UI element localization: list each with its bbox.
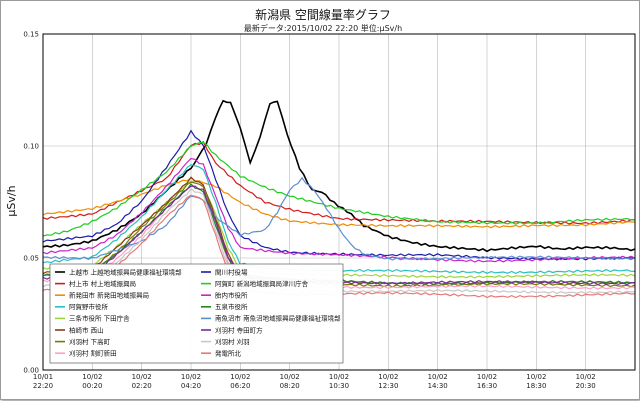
legend-label: 上越市 上越地域振興局健康福祉環境部 — [69, 267, 182, 276]
grid — [42, 33, 635, 371]
x-tick-date: 10/02 — [526, 373, 546, 381]
legend-label: 刈羽村 刈羽 — [215, 337, 250, 346]
x-tick-time: 10:30 — [329, 382, 349, 390]
legend-label: 柏崎市 西山 — [69, 325, 104, 334]
legend-label: 新発田市 新発田地域振興局 — [69, 291, 149, 300]
x-tick-date: 10/02 — [477, 373, 497, 381]
x-tick-time: 12:30 — [378, 382, 398, 390]
y-tick-label: 0.15 — [23, 31, 39, 39]
y-axis-label: μSv/h — [5, 185, 18, 216]
x-tick-date: 10/02 — [181, 373, 201, 381]
legend-label: 胎内市役所 — [215, 291, 248, 300]
legend-label: 関川村役場 — [215, 267, 248, 276]
series-line — [42, 140, 636, 225]
x-tick-date: 10/01 — [33, 373, 53, 381]
x-tick-time: 20:30 — [576, 382, 596, 390]
x-tick-date: 10/02 — [428, 373, 448, 381]
legend-label: 刈羽村 下高町 — [69, 337, 111, 346]
series-line — [42, 177, 636, 229]
legend-label: 刈羽村 寺田町方 — [215, 325, 263, 334]
legend-label: 刈羽村 割町新田 — [69, 349, 117, 358]
legend-label: 発電所北 — [215, 349, 242, 358]
series-line — [42, 141, 636, 237]
x-tick-time: 00:20 — [82, 382, 102, 390]
x-tick-time: 02:20 — [132, 382, 152, 390]
x-tick-time: 14:30 — [428, 382, 448, 390]
x-tick-time: 22:20 — [33, 382, 53, 390]
x-tick-date: 10/02 — [82, 373, 102, 381]
x-tick-date: 10/02 — [280, 373, 300, 381]
x-ticks: 10/0122:2010/0200:2010/0202:2010/0204:20… — [33, 373, 596, 390]
chart-title: 新潟県 空間線量率グラフ — [255, 7, 391, 22]
y-ticks: 0.00 0.05 0.10 0.15 — [23, 31, 39, 375]
x-tick-time: 18:30 — [526, 382, 546, 390]
x-tick-date: 10/02 — [230, 373, 250, 381]
legend-label: 南魚沼市 南魚沼地域振興局健康福祉環境部 — [215, 314, 341, 323]
y-tick-label: 0.10 — [23, 143, 39, 151]
x-tick-date: 10/02 — [576, 373, 596, 381]
x-tick-date: 10/02 — [378, 373, 398, 381]
x-tick-date: 10/02 — [329, 373, 349, 381]
x-tick-date: 10/02 — [132, 373, 152, 381]
x-tick-time: 04:20 — [181, 382, 201, 390]
legend-label: 阿賀町 新潟地域振興局津川庁舎 — [215, 279, 309, 288]
plot-border — [42, 33, 636, 371]
legend-label: 三条市役所 下田庁舎 — [69, 314, 130, 323]
x-tick-time: 06:20 — [230, 382, 250, 390]
legend-label: 五泉市役所 — [215, 302, 248, 311]
legend-label: 村上市 村上地域振興局 — [69, 279, 136, 288]
series-line — [42, 157, 636, 263]
series-line — [42, 176, 636, 261]
legend-label: 阿賀野市役所 — [69, 302, 109, 311]
legend-box — [49, 263, 344, 364]
y-tick-label: 0.05 — [23, 255, 39, 263]
chart-subtitle: 最新データ:2015/10/02 22:20 単位:μSv/h — [244, 23, 402, 33]
x-tick-time: 16:30 — [477, 382, 497, 390]
x-tick-time: 08:20 — [280, 382, 300, 390]
y-tick-label: 0.00 — [23, 367, 39, 375]
